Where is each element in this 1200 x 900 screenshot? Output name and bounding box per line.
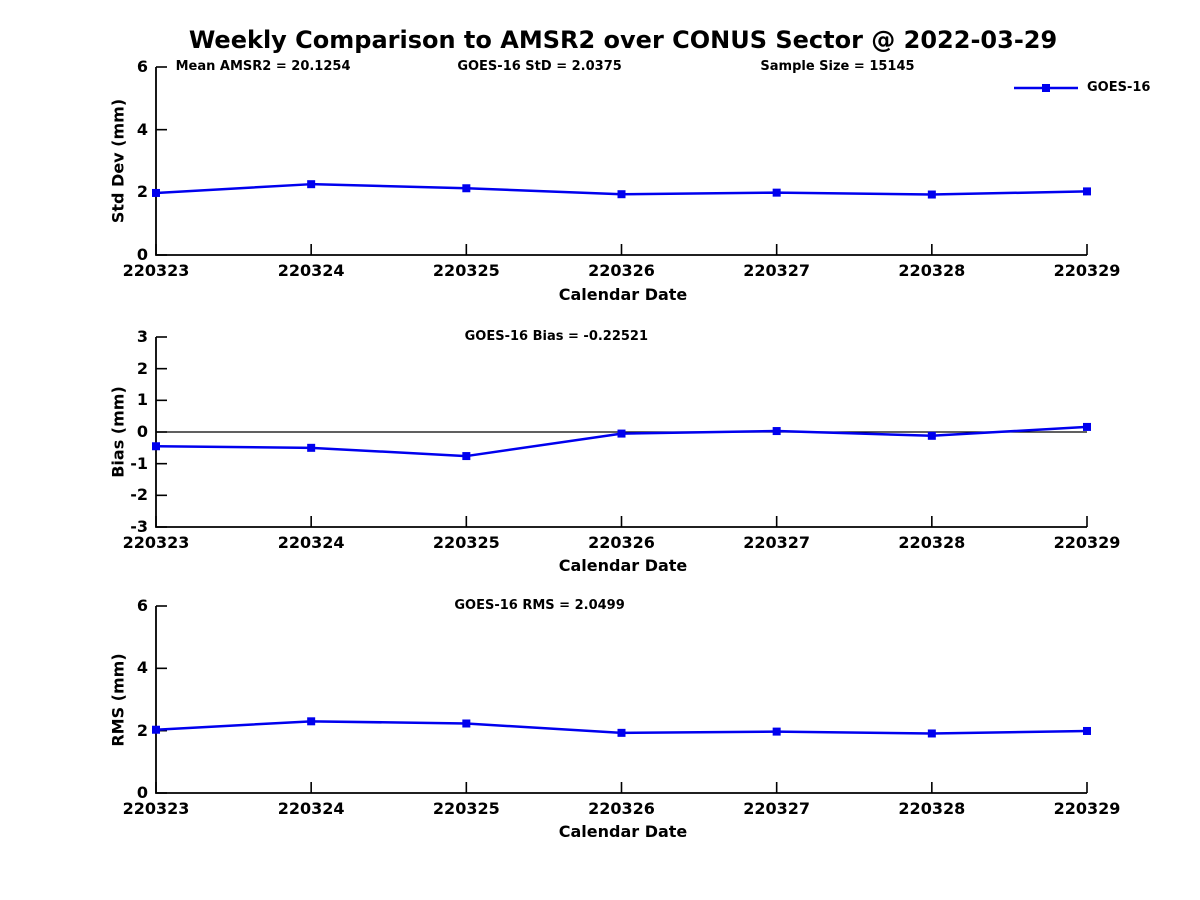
data-marker: [1083, 187, 1091, 196]
annotation: GOES-16 Bias = -0.22521: [464, 329, 649, 344]
chart-title: Weekly Comparison to AMSR2 over CONUS Se…: [188, 26, 1058, 54]
data-marker: [927, 729, 936, 738]
annotation: GOES-16 StD = 2.0375: [457, 59, 622, 74]
x-tick-label: 220324: [277, 799, 345, 818]
x-axis-label: Calendar Date: [558, 822, 688, 841]
x-tick-label: 220328: [898, 261, 966, 280]
x-tick-label: 220326: [588, 799, 655, 818]
y-tick-label: 4: [136, 119, 148, 139]
y-tick-label: 6: [136, 596, 148, 615]
x-tick-label: 220326: [588, 533, 655, 552]
y-tick-label: 2: [136, 182, 148, 202]
data-marker: [617, 728, 626, 737]
x-axis-label: Calendar Date: [558, 285, 688, 304]
data-marker: [307, 717, 316, 726]
x-tick-label: 220325: [432, 533, 500, 552]
y-tick-label: 3: [136, 327, 148, 346]
x-tick-label: 220329: [1053, 261, 1121, 280]
data-marker: [927, 190, 936, 199]
y-tick-label: 2: [136, 720, 148, 740]
y-tick-label: 4: [136, 658, 148, 678]
x-tick-label: 220324: [277, 261, 345, 280]
x-tick-label: 220323: [122, 533, 190, 552]
data-marker: [462, 452, 471, 461]
data-marker: [927, 431, 936, 440]
x-tick-label: 220325: [432, 261, 500, 280]
y-tick-label: 1: [136, 390, 148, 410]
y-tick-label: 0: [136, 783, 148, 802]
x-tick-label: 220327: [743, 799, 811, 818]
data-marker: [1083, 726, 1091, 735]
data-marker: [307, 180, 316, 189]
y-tick-label: 0: [136, 422, 148, 441]
x-tick-label: 220326: [588, 261, 655, 280]
data-marker: [772, 727, 781, 736]
data-marker: [462, 184, 471, 193]
data-marker: [617, 190, 626, 199]
y-tick-label: 2: [136, 358, 148, 378]
x-tick-label: 220329: [1053, 799, 1121, 818]
data-marker: [462, 719, 471, 728]
y-tick-label: 6: [136, 57, 148, 76]
x-tick-label: 220327: [743, 261, 811, 280]
legend: GOES-16: [1014, 80, 1150, 95]
y-tick-label: -3: [130, 517, 148, 536]
y-tick-label: 0: [136, 245, 148, 264]
data-marker: [152, 725, 160, 734]
data-marker: [772, 427, 781, 436]
annotation: GOES-16 RMS = 2.0499: [454, 598, 625, 613]
x-tick-label: 220323: [122, 261, 190, 280]
x-tick-label: 220325: [432, 799, 500, 818]
x-tick-label: 220328: [898, 533, 966, 552]
data-marker: [772, 188, 781, 197]
x-axis-label: Calendar Date: [558, 556, 688, 575]
y-tick-label: -1: [130, 453, 148, 473]
x-tick-label: 220324: [277, 533, 345, 552]
x-tick-label: 220323: [122, 799, 190, 818]
data-marker: [1083, 422, 1091, 431]
axis-spines: [155, 67, 1087, 256]
data-marker: [152, 188, 160, 197]
y-axis-label-std-dev: Std Dev (mm): [108, 98, 128, 224]
x-tick-label: 220329: [1053, 533, 1121, 552]
data-marker: [617, 429, 626, 438]
legend-label: GOES-16: [1087, 80, 1151, 95]
x-tick-label: 220327: [743, 533, 811, 552]
data-marker: [307, 443, 316, 452]
legend-line-icon: [1014, 83, 1078, 92]
y-tick-label: -2: [130, 485, 148, 505]
x-tick-label: 220328: [898, 799, 966, 818]
axis-spines: [155, 606, 1087, 794]
annotation: Mean AMSR2 = 20.1254: [175, 59, 351, 74]
annotation: Sample Size = 15145: [760, 59, 915, 74]
data-marker: [152, 442, 160, 451]
